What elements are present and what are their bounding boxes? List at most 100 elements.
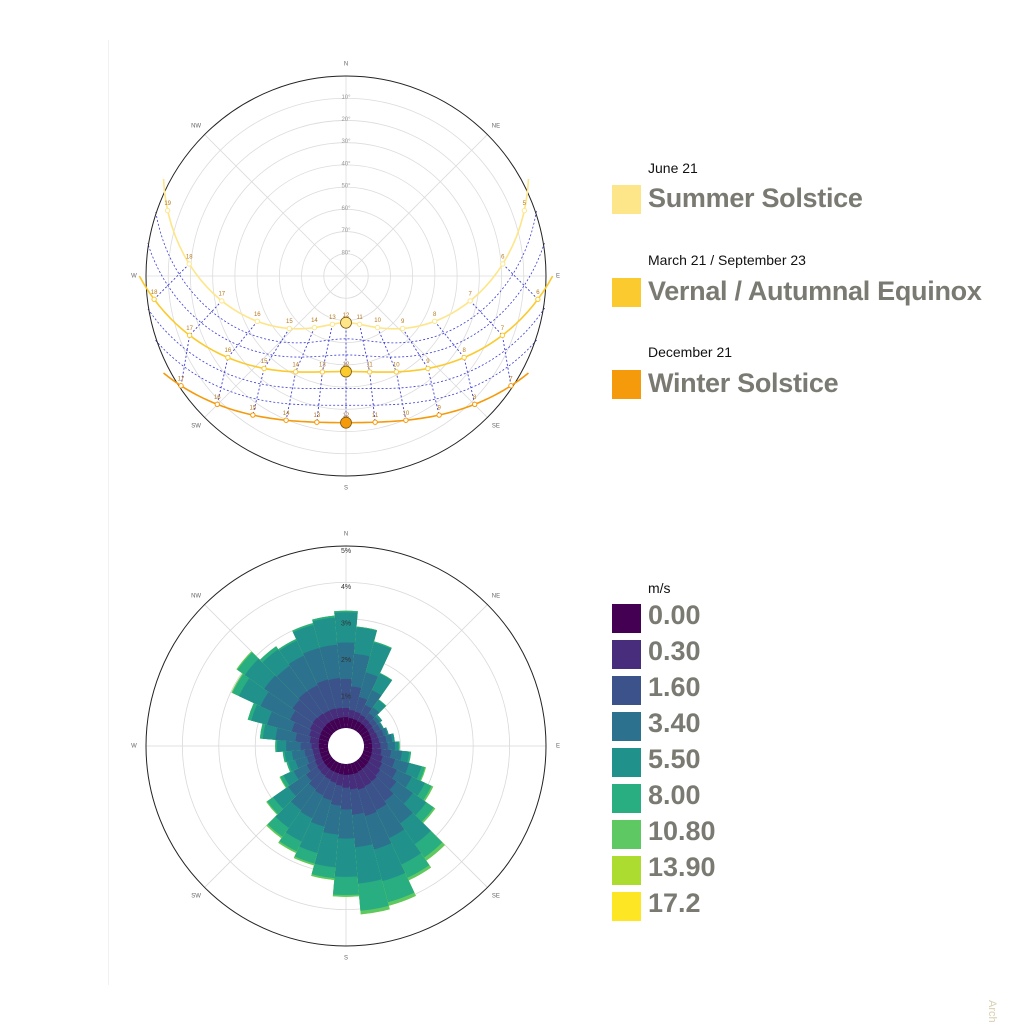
legend-label-summer: Summer Solstice <box>648 183 863 213</box>
hour-marker <box>250 412 256 418</box>
wind-wedge <box>358 727 368 736</box>
wind-legend-label: 8.00 <box>648 780 701 810</box>
hour-marker <box>225 354 231 361</box>
monthly-path <box>147 242 545 358</box>
radial-ring <box>145 545 547 947</box>
wind-legend-swatch <box>612 604 641 633</box>
wind-wedge <box>360 753 371 762</box>
legend-item-summer: June 21 <box>612 160 1012 192</box>
wind-legend-label: 5.50 <box>648 744 701 774</box>
hour-marker <box>186 332 193 339</box>
wind-wedge <box>353 721 362 732</box>
altitude-tick-label: 50° <box>341 184 351 190</box>
hour-label: 10 <box>374 318 381 324</box>
legend-swatch-winter <box>612 370 641 399</box>
hour-label: 10 <box>393 362 400 368</box>
hour-label: 5 <box>523 201 527 207</box>
compass-label-w: W <box>131 744 137 750</box>
hour-marker <box>319 369 326 375</box>
hour-marker <box>535 296 541 302</box>
compass-label-e: E <box>556 744 560 750</box>
wind-legend-swatch <box>612 712 641 741</box>
compass-label-sw: SW <box>191 893 201 899</box>
altitude-tick-label: 70° <box>341 228 351 234</box>
hour-marker <box>393 369 400 375</box>
hour-label: 9 <box>437 406 441 412</box>
hour-marker <box>329 321 336 327</box>
hour-marker <box>178 383 184 389</box>
altitude-tick-label: 20° <box>341 117 351 123</box>
hour-label: 12 <box>343 313 350 319</box>
noon-sun-marker <box>340 416 352 429</box>
legend-date-summer: June 21 <box>648 160 698 176</box>
hour-marker <box>214 401 220 408</box>
hour-marker <box>366 369 373 375</box>
wind-wedge <box>318 743 329 749</box>
wind-wedge <box>363 743 373 749</box>
hour-label: 15 <box>261 359 268 365</box>
wind-wedge <box>343 717 349 729</box>
hour-label: 16 <box>214 395 221 401</box>
analemma-line <box>180 300 223 386</box>
legend-entry-equinox: Vernal / Autumnal Equinox <box>612 276 1012 310</box>
radial-tick-label: 5% <box>341 548 351 555</box>
altitude-ring <box>212 142 480 410</box>
analemma-line <box>502 263 539 300</box>
hour-label: 10 <box>403 411 410 417</box>
horizon-circle <box>145 75 547 477</box>
compass-label-e: E <box>556 274 560 280</box>
wind-wedge <box>343 763 349 775</box>
legend-item-winter: December 21 <box>612 344 1012 376</box>
wind-wedge <box>363 739 372 745</box>
analemma-line <box>153 263 190 300</box>
hour-marker <box>311 324 318 331</box>
compass-label-ne: NE <box>492 124 500 130</box>
compass-label-s: S <box>344 486 348 492</box>
compass-label-ne: NE <box>492 594 500 600</box>
wind-legend-item: 8.00 <box>612 780 1012 816</box>
hour-label: 12 <box>343 362 350 368</box>
hour-marker <box>403 417 409 423</box>
hour-marker <box>374 324 381 331</box>
wind-legend-label: 10.80 <box>648 816 716 846</box>
radial-ring <box>181 582 511 911</box>
wind-legend-swatch <box>612 640 641 669</box>
wind-rose-plot <box>145 545 547 947</box>
wind-wedge <box>320 750 330 758</box>
sun-path-plot <box>138 75 554 477</box>
noon-sun-marker <box>340 316 352 329</box>
legend-date-equinox: March 21 / September 23 <box>648 252 806 268</box>
hour-label: 14 <box>311 318 318 324</box>
hour-label: 11 <box>372 413 379 419</box>
hour-marker <box>436 412 442 418</box>
hour-marker <box>292 369 299 375</box>
legend-label-winter: Winter Solstice <box>648 368 839 398</box>
hour-marker <box>431 318 438 325</box>
wind-legend-label: 0.00 <box>648 600 701 630</box>
wind-wedge <box>360 730 370 739</box>
hour-label: 15 <box>286 319 293 325</box>
hour-label: 15 <box>250 406 257 412</box>
wind-wedge <box>356 723 366 734</box>
hour-marker <box>151 296 157 302</box>
wind-legend-swatch <box>612 784 641 813</box>
compass-label-n: N <box>344 532 348 538</box>
hour-marker <box>500 261 506 267</box>
hour-marker <box>219 298 225 304</box>
wind-legend-label: 3.40 <box>648 708 701 738</box>
hour-marker <box>472 401 478 408</box>
wind-legend-swatch <box>612 748 641 777</box>
hour-label: 13 <box>314 413 321 419</box>
wind-wedge <box>362 735 372 742</box>
hour-marker <box>261 365 267 372</box>
hour-label: 13 <box>329 315 336 321</box>
wind-legend-label: 0.30 <box>648 636 701 666</box>
hour-marker <box>467 298 473 304</box>
wind-legend-item: 13.90 <box>612 852 1012 888</box>
wind-wedge <box>350 762 359 774</box>
hour-marker <box>399 325 406 332</box>
wind-legend-swatch <box>612 856 641 885</box>
watermark: Arch <box>986 1000 998 1023</box>
altitude-tick-label: 80° <box>341 250 351 256</box>
